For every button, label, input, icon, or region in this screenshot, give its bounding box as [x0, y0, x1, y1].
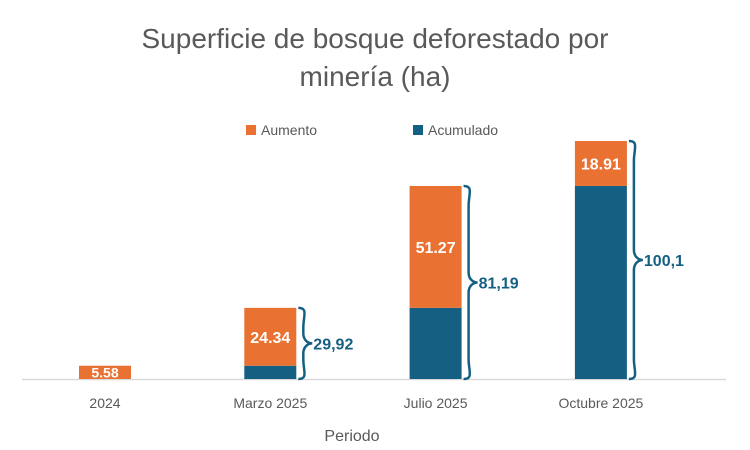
data-label-aumento: 24.34 [250, 330, 290, 347]
x-tick-label: Octubre 2025 [558, 395, 643, 411]
legend-label-acumulado: Acumulado [428, 122, 498, 138]
bar-acumulado [244, 365, 297, 379]
data-label-aumento: 18.91 [581, 156, 621, 173]
legend-swatch-aumento [246, 125, 256, 135]
bar-aumento [409, 185, 462, 308]
x-tick-label: Marzo 2025 [233, 395, 307, 411]
x-tick-label: Julio 2025 [404, 395, 468, 411]
x-axis-title: Periodo [324, 428, 379, 445]
total-brace [628, 139, 644, 381]
bar-aumento [244, 307, 297, 366]
legend-swatch-acumulado [413, 125, 423, 135]
total-brace [463, 184, 478, 381]
total-label: 81,19 [479, 275, 519, 292]
bar-aumento [574, 141, 627, 186]
chart-title: Superficie de bosque deforestado por [142, 23, 609, 54]
total-label: 100,1 [644, 253, 684, 270]
bar-acumulado [574, 185, 627, 379]
total-brace [298, 306, 313, 381]
x-tick-label: 2024 [89, 395, 120, 411]
bar-acumulado [409, 307, 462, 379]
data-label-aumento: 5.58 [91, 364, 118, 380]
legend-label-aumento: Aumento [261, 122, 317, 138]
chart-title: minería (ha) [300, 61, 451, 92]
data-label-aumento: 51.27 [416, 240, 456, 257]
bar-aumento [79, 365, 131, 379]
total-label: 29,92 [313, 336, 353, 353]
